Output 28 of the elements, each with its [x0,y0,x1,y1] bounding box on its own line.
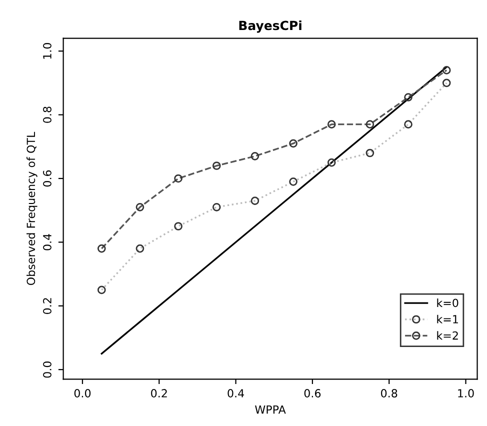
point [442,66,451,74]
point [289,139,298,148]
legend-label: k=0 [437,298,458,308]
point [97,244,106,253]
y-tick-label: 0.2 [43,298,52,314]
legend-label: k=1 [437,314,458,324]
legend-label: k=2 [437,331,458,340]
x-tick-label: 0.0 [74,389,91,398]
y-axis-title: Observed Frequency of QTL [26,132,38,286]
x-tick-label: 1.0 [458,389,474,398]
point [404,93,412,102]
point [327,120,336,129]
y-tick-label: 0.4 [43,234,52,250]
x-tick-label: 0.2 [151,389,167,398]
x-tick-label: 0.6 [304,389,321,398]
chart-title: BayesCPi [239,20,302,33]
point [366,120,374,129]
point [136,202,144,212]
y-tick-label: 0.6 [43,170,52,187]
y-tick-label: 0.0 [43,361,52,378]
x-axis-title: WPPA [255,406,286,414]
point [250,152,260,160]
point [212,162,221,170]
x-tick-label: 0.4 [228,389,244,398]
point [174,174,182,183]
y-tick-label: 0.8 [43,106,52,123]
x-tick-label: 0.8 [381,389,398,398]
y-tick-label: 1.0 [43,42,52,59]
